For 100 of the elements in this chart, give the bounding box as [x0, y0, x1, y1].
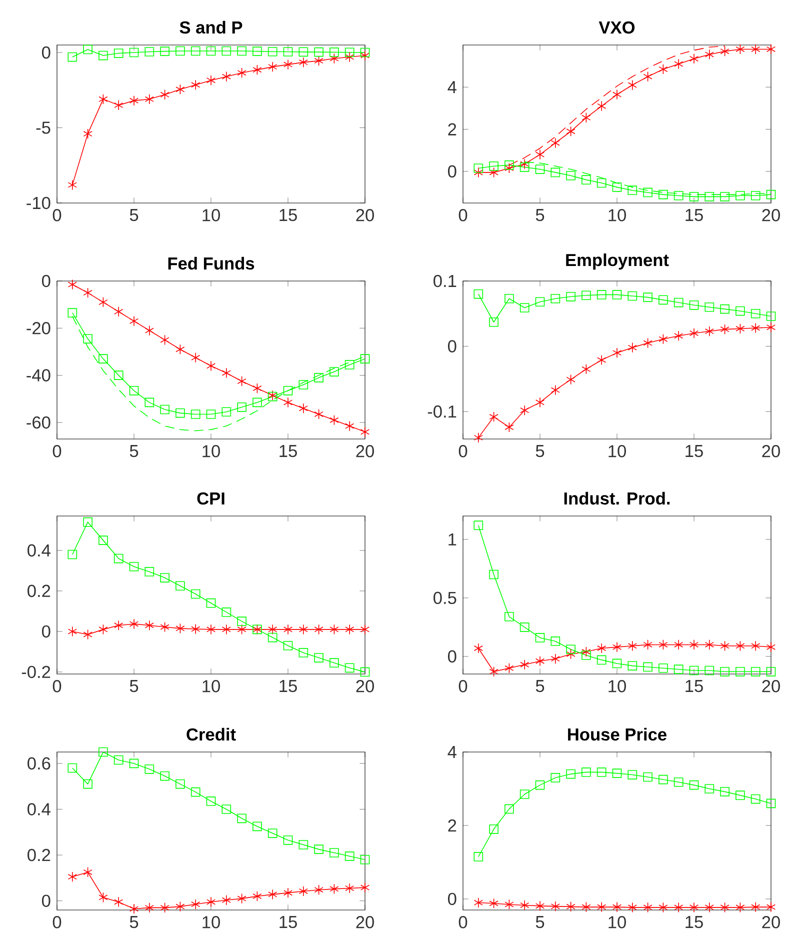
point [643, 640, 652, 650]
x-tick-label: 10 [202, 209, 220, 222]
point [236, 814, 246, 824]
point [98, 297, 108, 308]
point [581, 290, 591, 300]
point [674, 190, 684, 200]
x-tick-label: 15 [279, 916, 297, 928]
point [720, 666, 730, 676]
point [360, 354, 370, 364]
point [504, 294, 514, 304]
point [98, 747, 108, 757]
point [628, 661, 637, 670]
x-tick-label: 10 [608, 209, 626, 222]
point [674, 330, 683, 342]
point [674, 640, 683, 650]
y-tick-label: -60 [26, 416, 50, 429]
x-tick-label: 15 [279, 680, 297, 692]
point [704, 326, 714, 336]
point [596, 655, 606, 665]
point [643, 338, 652, 348]
point [314, 56, 324, 66]
point [298, 840, 308, 850]
point [114, 620, 123, 631]
y-tick-label: -0.2 [22, 666, 50, 678]
point [488, 824, 498, 834]
x-tick-label: 5 [536, 445, 544, 458]
point [298, 57, 308, 68]
point [190, 899, 200, 910]
x-tick-label: 20 [762, 445, 780, 458]
point [504, 804, 514, 814]
point [129, 386, 138, 396]
point [190, 80, 200, 90]
x-tick-label: 0 [52, 916, 61, 928]
point [520, 622, 530, 632]
point [596, 100, 606, 112]
point [114, 370, 124, 380]
point [344, 852, 354, 861]
point [704, 302, 714, 312]
point [504, 899, 514, 910]
point [689, 640, 698, 650]
point [566, 374, 576, 385]
point [283, 386, 292, 396]
x-tick-label: 15 [279, 209, 297, 222]
point [314, 409, 324, 420]
point [566, 292, 576, 302]
point [720, 640, 730, 652]
point [68, 279, 77, 290]
point [114, 48, 124, 58]
point [596, 178, 606, 188]
point [268, 624, 277, 635]
point [144, 567, 154, 576]
point [160, 573, 170, 582]
point [520, 900, 529, 910]
point [206, 598, 216, 608]
point [504, 662, 514, 674]
point [298, 403, 308, 414]
point [314, 653, 324, 662]
point [689, 780, 698, 790]
x-tick-label: 5 [130, 680, 138, 692]
point [83, 629, 92, 640]
x-tick-label: 5 [130, 916, 138, 928]
point [98, 94, 108, 104]
point [535, 397, 544, 408]
point [704, 192, 714, 202]
point [314, 884, 324, 896]
x-tick-label: 20 [356, 209, 374, 222]
x-tick-label: 10 [608, 916, 626, 928]
point [489, 666, 498, 677]
point [689, 53, 698, 64]
point [628, 770, 637, 780]
point [596, 354, 606, 366]
point [129, 48, 138, 58]
point [82, 334, 92, 344]
point [581, 112, 591, 123]
point [550, 654, 560, 664]
point [628, 342, 637, 353]
point [68, 52, 77, 62]
point [720, 304, 730, 314]
point [750, 322, 760, 334]
point [474, 432, 483, 443]
point [488, 570, 498, 580]
point [550, 168, 560, 178]
point [160, 334, 170, 346]
point [268, 889, 277, 900]
point [144, 620, 154, 631]
point [206, 75, 216, 86]
y-tick-label: 0.2 [27, 848, 50, 862]
point [735, 640, 745, 652]
x-tick-label: 20 [762, 916, 780, 928]
point [550, 384, 560, 396]
point [628, 902, 637, 913]
y-tick-label: 0 [448, 650, 456, 663]
point [628, 640, 637, 652]
point [206, 796, 216, 806]
point [520, 790, 530, 799]
point [83, 867, 92, 878]
point [329, 414, 339, 426]
y-tick-label: 0.1 [433, 274, 456, 288]
point [689, 666, 698, 676]
point [735, 190, 745, 200]
